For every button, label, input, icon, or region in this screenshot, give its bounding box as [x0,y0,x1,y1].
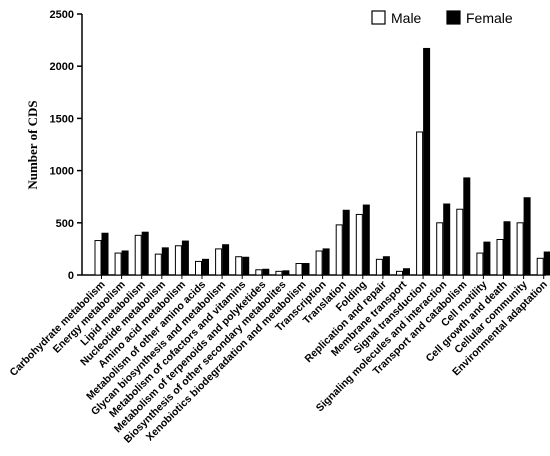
bar-male [476,252,484,276]
bar-female [242,256,250,276]
bar-female [523,197,531,276]
legend: Male Female [371,10,513,26]
bar-male [255,269,263,276]
bar-female [302,263,310,276]
bar-male [315,250,323,276]
bar-male [516,222,524,276]
bar-male [195,260,202,276]
bar-female [543,251,550,276]
bar-male [496,239,504,276]
bar-female [282,270,290,276]
bar-male [335,224,343,276]
bar-female [121,250,129,276]
bar-male [154,253,162,276]
bar-male [94,240,102,276]
legend-label: Male [391,10,422,26]
bar-female [483,241,491,276]
bar-female [463,177,471,276]
y-tick-label: 1500 [50,113,74,125]
bar-male [215,248,223,276]
bar-male [396,270,403,276]
bar-female [362,204,370,276]
bar-female [101,232,109,276]
bar-female [161,247,169,276]
bar-female [262,268,270,276]
bar-male [355,213,363,276]
bar-female [202,258,209,276]
bar-female [443,203,451,276]
legend-swatch [446,10,461,25]
bar-female [423,47,431,276]
bar-male [536,257,544,276]
bar-female [181,240,189,276]
y-tick-label: 500 [56,218,74,230]
bar-female [503,221,511,276]
bar-male [275,270,283,276]
bar-male [134,234,142,276]
bar-male [295,263,303,276]
y-tick-label: 1000 [50,166,74,178]
y-tick-label: 2000 [50,61,74,73]
bar-male [114,252,122,276]
y-tick-label: 2500 [50,9,74,21]
bar-male [235,256,243,276]
bar-male [375,258,383,276]
bar-female [222,244,230,276]
y-axis-label: Number of CDS [25,100,40,189]
bar-female [382,256,390,276]
bar-male [416,131,424,276]
legend-label: Female [466,10,513,26]
bar-female [403,268,410,276]
bar-male [456,208,464,276]
bar-female [342,209,350,276]
bar-female [322,248,330,276]
bar-female [141,231,149,276]
bar-male [436,222,444,276]
y-tick-label: 0 [68,270,74,282]
legend-swatch [371,10,386,25]
bar-male [174,245,182,276]
